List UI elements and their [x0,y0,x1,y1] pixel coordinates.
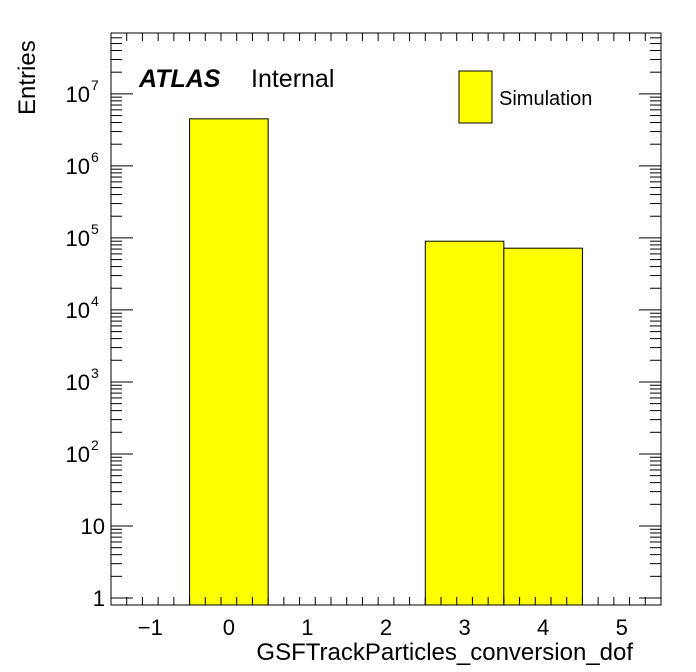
histogram-bar-1 [424,240,505,606]
x-tick-label: −1 [138,615,163,640]
plot-frame [110,32,662,606]
y-tick-label: 10 [81,514,105,539]
y-tick-label: 1 [93,586,105,611]
y-tick-label-exponent: 4 [91,293,99,309]
y-tick-label: 10 [66,370,90,395]
y-axis-ticks [111,32,661,599]
legend: Simulation [458,70,592,124]
x-tick-label: 0 [223,615,235,640]
x-axis-title: GSFTrackParticles_conversion_dof [256,639,633,666]
histogram-bar-2 [503,247,583,606]
y-tick-label: 10 [66,154,90,179]
x-tick-label: 2 [380,615,392,640]
y-tick-label-exponent: 2 [91,437,99,453]
y-tick-label: 10 [66,82,90,107]
y-tick-label: 10 [66,226,90,251]
x-tick-label: 3 [458,615,470,640]
x-axis-ticks [110,33,662,605]
x-tick-label: 5 [616,615,628,640]
internal-label: Internal [251,65,334,93]
x-tick-label: 4 [537,615,549,640]
y-tick-label-exponent: 7 [91,77,99,93]
histogram-bar-0 [189,118,269,606]
y-axis-title: Entries [14,40,41,115]
y-tick-label-exponent: 6 [91,149,99,165]
y-tick-label-exponent: 3 [91,365,99,381]
x-tick-label: 1 [301,615,313,640]
legend-label-simulation: Simulation [499,88,592,110]
atlas-label: ATLAS [138,65,221,93]
legend-swatch-simulation [458,70,493,124]
y-tick-label: 10 [66,298,90,323]
y-tick-label-exponent: 5 [91,221,99,237]
y-tick-label: 10 [66,442,90,467]
histogram-bars [189,118,583,606]
x-axis-tick-labels: −1 0 1 2 3 4 5 [138,615,628,640]
